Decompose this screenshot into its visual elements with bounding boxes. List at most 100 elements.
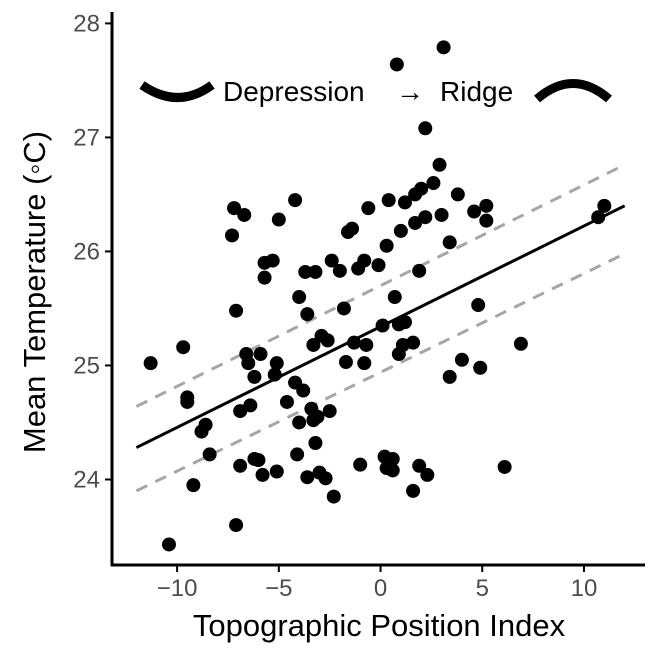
data-point <box>332 263 347 278</box>
data-point <box>414 181 429 196</box>
data-point <box>247 369 262 384</box>
data-point <box>233 458 248 473</box>
y-tick-label: 24 <box>73 466 100 493</box>
data-point <box>265 253 280 268</box>
depression-curve-icon <box>139 81 215 102</box>
data-point <box>227 201 242 216</box>
data-point <box>292 415 307 430</box>
data-point <box>379 238 394 253</box>
data-point <box>257 270 272 285</box>
data-point <box>361 201 376 216</box>
data-point <box>320 333 335 348</box>
data-point <box>389 57 404 72</box>
data-point <box>243 398 258 413</box>
data-point <box>237 207 252 222</box>
data-point <box>591 210 606 225</box>
ridge-label: Ridge <box>440 76 513 107</box>
data-point <box>412 458 427 473</box>
data-point <box>406 483 421 498</box>
data-point <box>269 356 284 371</box>
topography-annotation: Depression → Ridge <box>139 76 612 107</box>
data-point <box>479 213 494 228</box>
data-point <box>322 404 337 419</box>
data-point <box>324 253 339 268</box>
data-point <box>298 264 313 279</box>
data-point <box>353 457 368 472</box>
data-point <box>359 337 374 352</box>
data-point <box>436 40 451 55</box>
data-point <box>418 210 433 225</box>
y-tick-label: 25 <box>73 352 100 379</box>
data-point <box>290 447 305 462</box>
data-point <box>186 478 201 493</box>
data-point <box>308 435 323 450</box>
data-point <box>497 459 512 474</box>
confidence-upper-line <box>135 163 626 408</box>
data-point <box>267 367 282 382</box>
data-point <box>233 404 248 419</box>
data-point <box>434 207 449 222</box>
x-tick-label: 5 <box>476 575 489 602</box>
data-point <box>381 193 396 208</box>
data-point <box>225 228 240 243</box>
data-point <box>326 489 341 504</box>
data-point <box>306 337 321 352</box>
data-point <box>375 318 390 333</box>
data-point <box>473 360 488 375</box>
data-point <box>471 298 486 313</box>
data-point <box>450 187 465 202</box>
data-point <box>336 301 351 316</box>
data-point <box>271 212 286 227</box>
data-point <box>479 198 494 213</box>
data-point <box>300 307 315 322</box>
data-point <box>143 356 158 371</box>
data-point <box>357 356 372 371</box>
data-point <box>406 335 421 350</box>
data-point <box>467 204 482 219</box>
data-point <box>442 369 457 384</box>
data-point <box>387 290 402 305</box>
data-point <box>357 253 372 268</box>
y-axis-title: Mean Temperature (◦C) <box>17 131 52 453</box>
x-tick-label: 10 <box>571 575 598 602</box>
data-point <box>513 336 528 351</box>
data-point <box>292 290 307 305</box>
data-point <box>180 394 195 409</box>
data-point <box>202 447 217 462</box>
data-point <box>385 463 400 478</box>
data-point <box>288 193 303 208</box>
data-point <box>279 394 294 409</box>
data-point <box>397 315 412 330</box>
data-point <box>347 335 362 350</box>
data-point <box>420 467 435 482</box>
data-point <box>255 467 270 482</box>
data-point <box>241 356 256 371</box>
data-point <box>454 352 469 367</box>
data-point <box>198 417 213 432</box>
data-point <box>442 235 457 250</box>
x-tick-label: 0 <box>374 575 387 602</box>
data-point <box>345 221 360 236</box>
data-point <box>408 215 423 230</box>
data-point <box>385 451 400 466</box>
data-point <box>269 464 284 479</box>
data-point <box>310 409 325 424</box>
data-point <box>371 258 386 273</box>
data-point <box>161 537 176 552</box>
data-point <box>296 383 311 398</box>
x-tick-label: −10 <box>157 575 198 602</box>
data-point <box>397 195 412 210</box>
data-point <box>251 453 266 468</box>
x-tick-label: −5 <box>265 575 292 602</box>
plot-area: −10 −5 0 5 10 24 25 26 27 28 <box>73 10 645 602</box>
data-point <box>300 470 315 485</box>
data-point <box>432 157 447 172</box>
data-point <box>308 264 323 279</box>
data-point <box>393 223 408 238</box>
y-tick-label: 27 <box>73 124 100 151</box>
data-point <box>338 355 353 370</box>
data-point <box>318 471 333 486</box>
arrow-label: → <box>396 76 424 107</box>
data-point <box>253 347 268 362</box>
